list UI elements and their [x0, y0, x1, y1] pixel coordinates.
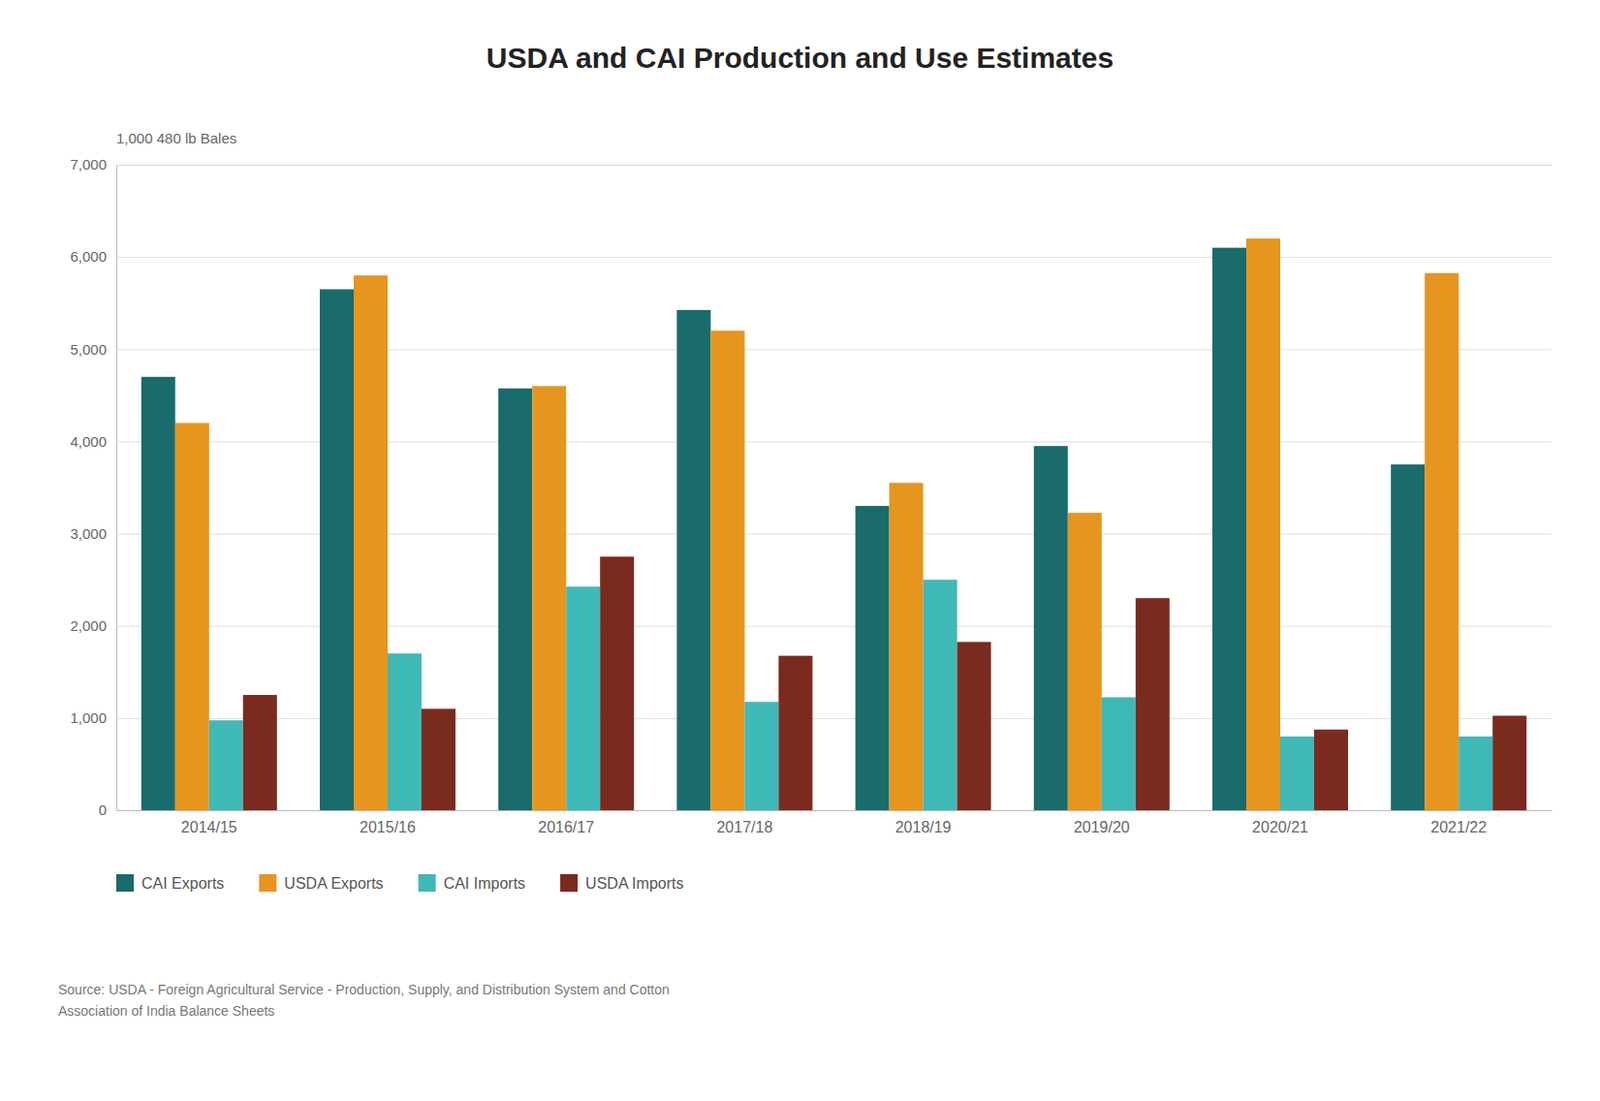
- grid-line: [116, 164, 1552, 166]
- legend-item: CAI Exports: [116, 874, 224, 892]
- source-note-line: Source: USDA - Foreign Agricultural Serv…: [58, 981, 670, 998]
- y-axis-line: [116, 165, 118, 812]
- y-tick-label: 1,000: [69, 709, 107, 726]
- grid-line: [116, 810, 1552, 812]
- x-tick: 2016/17: [537, 818, 595, 836]
- x-axis: 2014/15 2015/16 2016/17 2017/18 2018/19 2019/…: [117, 811, 1553, 837]
- bar: [243, 694, 278, 811]
- legend-item: CAI Imports: [418, 874, 526, 892]
- y-tick: 4,000: [69, 433, 1552, 450]
- bar: [1492, 715, 1527, 811]
- bar: [1246, 238, 1281, 811]
- x-tick-label: 2016/17: [537, 818, 595, 836]
- legend-item: USDA Imports: [560, 874, 684, 892]
- y-tick-label: 4,000: [69, 433, 107, 450]
- title: USDA and CAI Production and Use Estimate…: [486, 41, 1114, 74]
- y-tick-label: 3,000: [69, 525, 107, 542]
- bar-series: [243, 556, 1527, 811]
- bar: [1067, 512, 1102, 811]
- bar: [744, 701, 779, 811]
- x-tick-label: 2015/16: [359, 818, 416, 836]
- bar-series: [141, 248, 1425, 811]
- y-tick-label: 5,000: [69, 341, 107, 358]
- bar: [1212, 248, 1247, 811]
- bar: [1424, 273, 1459, 811]
- x-tick-label: 2017/18: [716, 818, 773, 836]
- bar: [141, 376, 176, 811]
- bar: [565, 586, 600, 811]
- y-tick-label: 6,000: [69, 248, 107, 265]
- bar-series: [175, 238, 1459, 811]
- bar: [957, 641, 992, 811]
- bar: [1034, 445, 1068, 811]
- bar: [421, 708, 456, 811]
- legend-label: CAI Imports: [443, 875, 526, 892]
- x-tick: 2019/20: [1073, 818, 1130, 836]
- bar: [599, 556, 634, 811]
- bar: [498, 388, 533, 811]
- legend-label: USDA Imports: [585, 875, 684, 892]
- y-tick-label: 7,000: [69, 156, 107, 173]
- y-axis: 0 1,000 2,000 3,000 4,000 5,000 6,000 7,000: [69, 156, 1552, 818]
- bar: [1135, 597, 1170, 811]
- legend-swatch: [560, 874, 578, 892]
- plot: 0 1,000 2,000 3,000 4,000 5,000 6,000 7,000 2014…: [69, 156, 1552, 836]
- x-tick: 2017/18: [716, 818, 773, 836]
- legend-swatch: [116, 874, 134, 892]
- bar: [1314, 729, 1349, 811]
- x-tick: 2018/19: [895, 818, 952, 836]
- x-tick: 2015/16: [359, 818, 416, 836]
- chart: USDA and CAI Production and Use Estimate…: [0, 0, 1600, 1101]
- x-axis-line: [117, 810, 1553, 812]
- legend-label: CAI Exports: [141, 875, 224, 892]
- bar: [676, 310, 711, 811]
- bar: [532, 385, 566, 811]
- bar: [319, 288, 354, 811]
- y-axis-title: 1,000 480 lb Bales: [116, 129, 237, 147]
- bar: [353, 275, 388, 811]
- bar: [175, 422, 210, 811]
- x-tick: 2014/15: [181, 818, 238, 836]
- y-tick: 3,000: [69, 525, 1552, 542]
- bar: [778, 656, 813, 811]
- y-tick-label: 2,000: [69, 617, 107, 634]
- y-tick: 6,000: [69, 248, 1552, 265]
- bar: [1101, 696, 1136, 811]
- x-tick: 2020/21: [1252, 818, 1309, 836]
- y-tick: 5,000: [69, 341, 1552, 358]
- x-tick-label: 2020/21: [1252, 818, 1309, 836]
- x-tick: 2021/22: [1430, 818, 1487, 836]
- bar: [1390, 464, 1425, 811]
- x-tick-label: 2019/20: [1073, 818, 1130, 836]
- legend-item: USDA Exports: [258, 874, 383, 892]
- y-tick: 2,000: [69, 617, 1552, 634]
- legend-swatch: [418, 874, 437, 892]
- legend-swatch: [258, 874, 277, 892]
- bar: [1280, 736, 1315, 811]
- x-tick-label: 2021/22: [1430, 818, 1487, 836]
- bar: [1458, 736, 1493, 811]
- legend-label: USDA Exports: [283, 875, 383, 892]
- bar-series: [209, 579, 1493, 811]
- y-tick-label: 0: [98, 801, 107, 818]
- bar: [855, 505, 890, 811]
- source-note-line: Association of India Balance Sheets: [58, 1003, 275, 1019]
- x-tick-label: 2014/15: [181, 818, 238, 836]
- x-tick-label: 2018/19: [895, 818, 952, 836]
- bars: [141, 238, 1527, 811]
- legend: CAI Exports USDA Exports CAI Imports USDA I…: [116, 874, 684, 892]
- source-note: Source: USDA - Foreign Agricultural Serv…: [58, 981, 670, 1019]
- bar: [387, 653, 422, 811]
- grid-line: [116, 256, 1552, 258]
- bar: [889, 482, 924, 811]
- bar: [209, 720, 244, 811]
- y-tick: 7,000: [69, 156, 1552, 173]
- bar: [710, 330, 745, 811]
- bar: [923, 579, 958, 811]
